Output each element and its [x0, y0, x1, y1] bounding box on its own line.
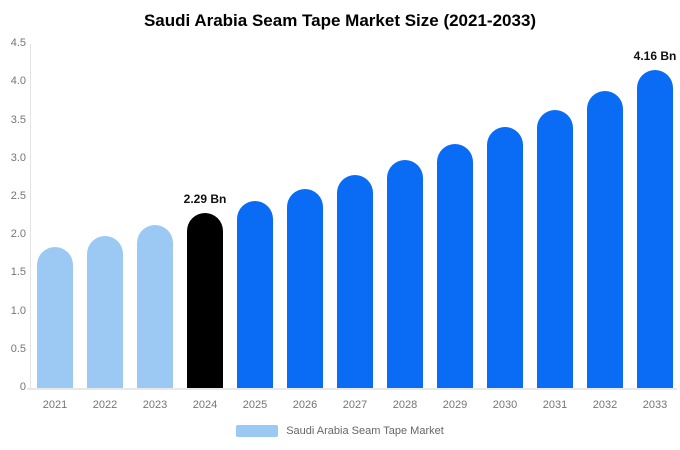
bar-2032[interactable] — [587, 90, 623, 388]
y-tick-label-0.5: 0.5 — [10, 342, 26, 355]
bar-2023[interactable] — [137, 225, 173, 388]
y-tick-label-1.0: 1.0 — [10, 304, 26, 317]
bar-2022[interactable] — [87, 235, 123, 388]
bar-2030[interactable] — [487, 127, 523, 388]
bar-2025[interactable] — [237, 200, 273, 388]
bar-value-label-2024: 2.29 Bn — [183, 192, 227, 207]
x-tick-label-2022: 2022 — [92, 399, 118, 411]
bar-2028[interactable] — [387, 159, 423, 388]
x-tick-label-2033: 2033 — [642, 399, 668, 411]
x-axis-line — [27, 388, 677, 390]
bar-2031[interactable] — [537, 109, 573, 388]
x-tick-label-2021: 2021 — [42, 399, 68, 411]
bar-2021[interactable] — [37, 246, 73, 388]
x-tick-label-2023: 2023 — [142, 399, 168, 411]
legend-label: Saudi Arabia Seam Tape Market — [286, 425, 444, 437]
legend[interactable]: Saudi Arabia Seam Tape Market — [0, 425, 680, 437]
x-tick-label-2027: 2027 — [342, 399, 368, 411]
y-axis-line — [30, 44, 31, 389]
bar-2026[interactable] — [287, 188, 323, 388]
x-tick-label-2032: 2032 — [592, 399, 618, 411]
y-tick-label-1.5: 1.5 — [10, 266, 26, 279]
y-tick-label-2.5: 2.5 — [10, 190, 26, 202]
bar-2027[interactable] — [337, 174, 373, 388]
legend-swatch — [236, 425, 279, 437]
bar-2029[interactable] — [437, 144, 473, 388]
x-tick-label-2025: 2025 — [242, 399, 268, 411]
x-tick-label-2031: 2031 — [542, 399, 568, 411]
y-tick-label-0: 0 — [19, 381, 26, 393]
x-tick-label-2024: 2024 — [192, 399, 218, 411]
bar-2024[interactable] — [187, 213, 223, 388]
x-tick-label-2028: 2028 — [392, 399, 418, 411]
bar-value-label-2033: 4.16 Bn — [633, 49, 677, 64]
bar-2033[interactable] — [637, 70, 673, 388]
chart-title: Saudi Arabia Seam Tape Market Size (2021… — [143, 11, 537, 30]
y-tick-label-3.0: 3.0 — [10, 151, 26, 164]
x-tick-label-2026: 2026 — [292, 399, 318, 411]
y-tick-label-4.5: 4.5 — [10, 37, 26, 50]
y-tick-label-4.0: 4.0 — [10, 75, 26, 88]
y-tick-label-2.0: 2.0 — [10, 228, 26, 241]
x-tick-label-2030: 2030 — [492, 399, 518, 411]
x-tick-label-2029: 2029 — [442, 399, 468, 411]
y-tick-label-3.5: 3.5 — [10, 113, 26, 126]
